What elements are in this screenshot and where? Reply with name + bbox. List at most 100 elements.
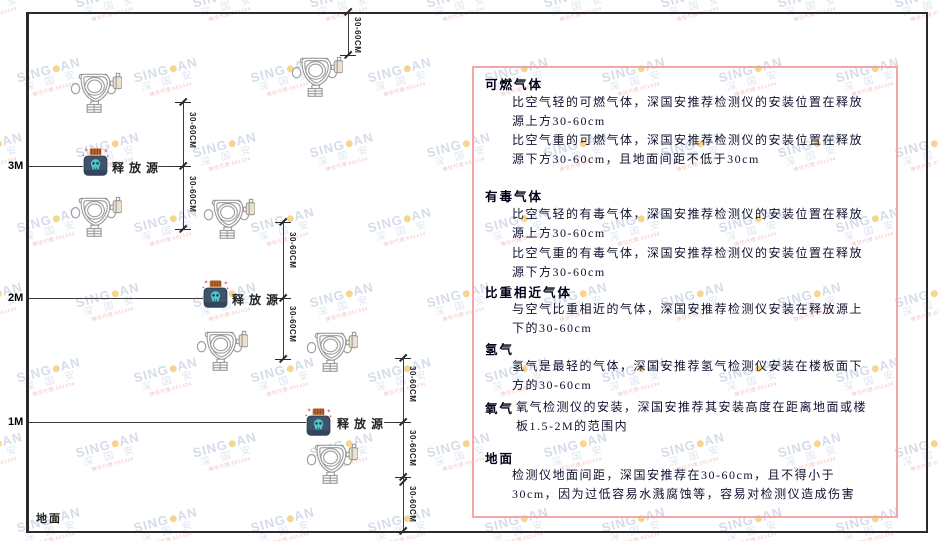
level-line-1m-ext xyxy=(384,422,403,423)
brand-dot-icon xyxy=(168,514,178,524)
ground-line xyxy=(27,531,928,533)
brand-dot-icon xyxy=(285,514,295,524)
dimension-label: 30-60CM xyxy=(408,486,417,523)
ground-label: 地面 xyxy=(36,513,62,525)
gas-detector-icon xyxy=(291,56,343,97)
brand-dot-icon xyxy=(929,439,938,449)
dimension-line-ceiling xyxy=(348,12,349,56)
skull-icon xyxy=(90,159,101,170)
brand-dot-icon xyxy=(110,139,120,149)
brand-dot-icon xyxy=(461,289,471,299)
dimension-line-2m xyxy=(283,222,284,360)
brand-dot-icon xyxy=(110,289,120,299)
brand-dot-icon xyxy=(168,64,178,74)
dimension-label: 30-60CM xyxy=(408,430,417,467)
level-line-3m-ext xyxy=(158,166,183,167)
gas-detector-icon xyxy=(70,72,122,113)
brand-dot-icon xyxy=(0,289,3,299)
sparkle-icons xyxy=(305,408,332,418)
dimension-label: 30-60CM xyxy=(288,232,297,269)
section-title-oxygen: 氧气 xyxy=(485,402,515,416)
ceiling-line xyxy=(27,12,928,14)
release-source-label: 释放源 xyxy=(337,417,389,431)
ground-clearance-paragraph: 检测仪地面间距，深国安推荐在30-60cm，且不得小于30cm，因为过低容易水溅… xyxy=(512,468,856,501)
brand-dot-icon xyxy=(285,364,295,374)
brand-dot-icon xyxy=(344,139,354,149)
skull-icon xyxy=(313,419,324,430)
similar-density-paragraph: 与空气比重相近的气体，深国安推荐检测仪安装在释放源上下的30-60cm xyxy=(512,302,864,335)
brand-dot-icon xyxy=(402,64,412,74)
level-label-2m: 2M xyxy=(8,292,24,304)
skull-icon xyxy=(210,291,221,302)
release-source-icon xyxy=(82,148,109,176)
brand-dot-icon xyxy=(461,139,471,149)
brand-dot-icon xyxy=(227,139,237,149)
gas-detector-icon xyxy=(306,331,358,372)
gas-detector-icon xyxy=(306,443,358,484)
brand-dot-icon xyxy=(344,289,354,299)
level-label-1m: 1M xyxy=(8,416,24,428)
brand-dot-icon xyxy=(0,439,3,449)
brand-dot-icon xyxy=(51,214,61,224)
section-title-hydrogen: 氢气 xyxy=(485,343,515,357)
brand-dot-icon xyxy=(227,439,237,449)
level-label-3m: 3M xyxy=(8,160,24,172)
hydrogen-paragraph: 氢气是最轻的气体，深国安推荐氢气检测仪安装在楼板面下方的30-60cm xyxy=(512,359,864,392)
gas-detector-icon xyxy=(196,330,248,371)
release-source-label: 释放源 xyxy=(232,293,284,307)
dimension-label: 30-60CM xyxy=(288,306,297,343)
wall-line xyxy=(26,12,29,533)
info-panel: 可燃气体 比空气轻的可燃气体，深国安推荐检测仪的安装位置在释放源上方30-60c… xyxy=(472,66,898,518)
dimension-label: 30-60CM xyxy=(408,366,417,403)
dimension-label: 30-60CM xyxy=(353,17,362,54)
brand-dot-icon xyxy=(929,139,938,149)
right-border-line xyxy=(926,12,928,533)
brand-dot-icon xyxy=(51,364,61,374)
level-line-3m xyxy=(29,166,83,167)
toxic-heavier-paragraph: 比空气重的有毒气体，深国安推荐检测仪的安装位置在释放源下方30-60cm xyxy=(512,246,864,279)
toxic-lighter-paragraph: 比空气轻的有毒气体，深国安推荐检测仪的安装位置在释放源上方30-60cm xyxy=(512,207,864,240)
release-source-icon xyxy=(202,280,229,308)
brand-dot-icon xyxy=(168,364,178,374)
dimension-label: 30-60CM xyxy=(188,176,197,213)
dimension-line-1m xyxy=(403,358,404,532)
section-title-ground: 地面 xyxy=(485,452,515,466)
release-source-label: 释放源 xyxy=(112,161,164,175)
release-source-icon xyxy=(305,408,332,436)
level-line-2m xyxy=(29,298,203,299)
brand-dot-icon xyxy=(402,214,412,224)
flammable-lighter-paragraph: 比空气轻的可燃气体，深国安推荐检测仪的安装位置在释放源上方30-60cm xyxy=(512,95,864,128)
brand-dot-icon xyxy=(51,64,61,74)
brand-dot-icon xyxy=(929,289,938,299)
gas-detector-icon xyxy=(70,196,122,237)
brand-dot-icon xyxy=(168,214,178,224)
brand-dot-icon xyxy=(110,439,120,449)
section-title-flammable-gas: 可燃气体 xyxy=(485,78,544,92)
level-line-1m xyxy=(29,422,306,423)
gas-detector-icon xyxy=(203,198,255,239)
brand-dot-icon xyxy=(461,439,471,449)
sparkle-icons xyxy=(202,280,229,290)
sparkle-icons xyxy=(82,148,109,158)
